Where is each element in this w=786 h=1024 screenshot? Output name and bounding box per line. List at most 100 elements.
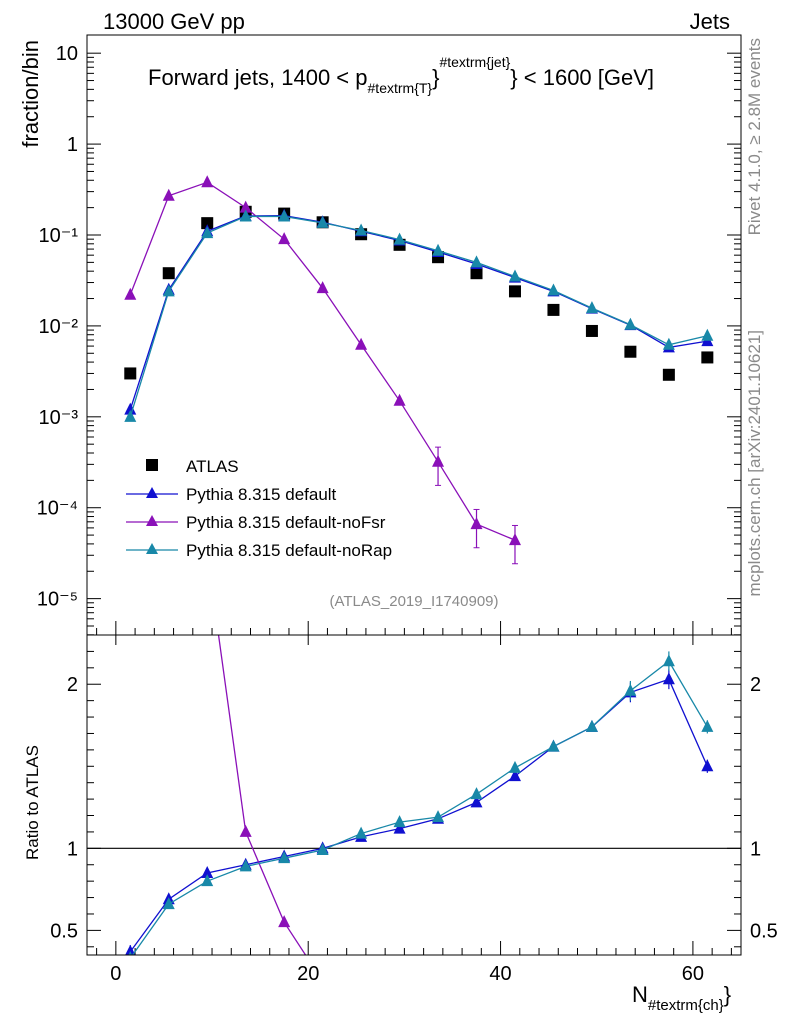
atlas-data-point (162, 267, 175, 280)
series-marker-2 (162, 188, 175, 201)
series-marker-3 (624, 317, 637, 330)
series-marker-2 (239, 200, 252, 213)
y-tick-label: 10⁻² (39, 316, 79, 338)
axis-ticks: 0 20 40 60 10 1 10⁻¹ 10⁻² 10⁻³ 10⁻⁴ 10⁻⁵ 0.5 0.5 1 1 2 2 (37, 43, 778, 985)
ratio-marker-3 (316, 842, 329, 855)
ratio-marker-1 (393, 821, 406, 834)
x-tick-label: 20 (297, 963, 319, 985)
ratio-marker-3 (585, 719, 598, 732)
series-marker-3 (162, 284, 175, 297)
legend-marker-nofsr (146, 515, 158, 526)
ratio-marker-3 (547, 739, 560, 752)
legend-label-nofsr: Pythia 8.315 default-noFsr (186, 513, 386, 532)
y-tick-label: 10 (56, 43, 78, 65)
series-marker-3 (662, 337, 675, 350)
ratio-tick-label: 2 (67, 674, 78, 696)
series-marker-2 (432, 454, 445, 467)
chart-title: Forward jets, 1400 < p#textrm{T}}#textrm… (148, 54, 654, 96)
ratio-marker-3 (201, 874, 214, 887)
ratio-line-3 (131, 660, 708, 955)
ratio-marker-1 (701, 759, 714, 772)
legend-marker-default (146, 487, 158, 498)
x-tick-label: 0 (110, 963, 121, 985)
series-marker-2 (355, 337, 368, 350)
series-marker-3 (432, 243, 445, 256)
series-marker-2 (470, 517, 483, 530)
series-marker-3 (278, 209, 291, 222)
ratio-tick-label-right: 2 (750, 674, 761, 696)
atlas-data-point (624, 345, 637, 358)
y-axis-label: fraction/bin (18, 40, 43, 148)
atlas-data-point (432, 251, 445, 264)
atlas-data-point (662, 368, 675, 381)
mcplots-label: mcplots.cern.ch [arXiv:2401.10621] (745, 330, 764, 596)
category-label: Jets (690, 9, 730, 34)
main-plot-series (124, 175, 714, 565)
legend-label-norap: Pythia 8.315 default-noRap (186, 541, 392, 560)
ratio-marker-1 (470, 795, 483, 808)
ratio-tick-label-right: 0.5 (750, 920, 778, 942)
x-tick-label: 40 (489, 963, 511, 985)
ratio-marker-3 (508, 760, 521, 773)
series-marker-3 (701, 328, 714, 341)
series-marker-3 (585, 301, 598, 314)
ratio-tick-label: 1 (67, 838, 78, 860)
series-marker-3 (355, 223, 368, 236)
series-marker-3 (201, 226, 214, 239)
ratio-marker-3 (662, 654, 675, 667)
ratio-marker-3 (624, 683, 637, 696)
ratio-marker-3 (162, 897, 175, 910)
ratio-marker-3 (393, 815, 406, 828)
x-axis-label: N#textrm{ch}} (632, 982, 731, 1014)
series-marker-3 (470, 255, 483, 268)
ratio-line-1 (129, 678, 708, 953)
ratio-marker-2 (239, 824, 252, 837)
energy-label: 13000 GeV pp (103, 9, 245, 34)
atlas-data-point (585, 324, 598, 337)
atlas-data-point (124, 367, 137, 380)
analysis-id: (ATLAS_2019_I1740909) (329, 593, 498, 610)
series-marker-3 (239, 209, 252, 222)
atlas-data-point (470, 267, 483, 280)
legend: ATLAS Pythia 8.315 default Pythia 8.315 … (126, 457, 392, 560)
ratio-marker-1 (125, 944, 136, 955)
rivet-label: Rivet 4.1.0, ≥ 2.8M events (745, 38, 764, 235)
atlas-data-point (508, 285, 521, 298)
series-marker-2 (316, 281, 329, 294)
ratio-marker-3 (355, 826, 368, 839)
ratio-marker-2 (278, 915, 291, 928)
y-tick-label: 10⁻⁴ (37, 498, 78, 520)
ratio-y-axis-label: Ratio to ATLAS (23, 745, 42, 860)
series-marker-3 (393, 232, 406, 245)
legend-marker-norap (146, 543, 158, 554)
atlas-data-point (201, 217, 214, 230)
ratio-marker-1 (662, 672, 675, 685)
ratio-marker-3 (278, 851, 291, 864)
ratio-plot-frame (86, 634, 742, 956)
ratio-tick-label-right: 1 (750, 838, 761, 860)
series-marker-2 (508, 533, 521, 546)
ratio-marker-3 (470, 787, 483, 800)
atlas-data-point (701, 351, 714, 364)
series-marker-2 (393, 393, 406, 406)
series-marker-3 (547, 283, 560, 296)
atlas-data-point (547, 303, 560, 316)
ratio-tick-label: 0.5 (50, 920, 78, 942)
legend-label-atlas: ATLAS (186, 457, 239, 476)
x-tick-label: 60 (682, 963, 704, 985)
series-line-3 (129, 215, 708, 418)
series-marker-1 (124, 402, 137, 415)
series-marker-2 (124, 287, 137, 300)
ratio-marker-1 (201, 865, 214, 878)
series-marker-2 (278, 232, 291, 245)
ratio-line-2 (217, 635, 307, 955)
series-marker-3 (316, 215, 329, 228)
series-marker-2 (201, 175, 214, 188)
ratio-marker-3 (701, 719, 714, 732)
ratio-marker-3 (128, 951, 133, 955)
ratio-marker-1 (508, 769, 521, 782)
series-marker-3 (508, 269, 521, 282)
ratio-marker-3 (432, 810, 445, 823)
y-tick-label: 1 (67, 134, 78, 156)
